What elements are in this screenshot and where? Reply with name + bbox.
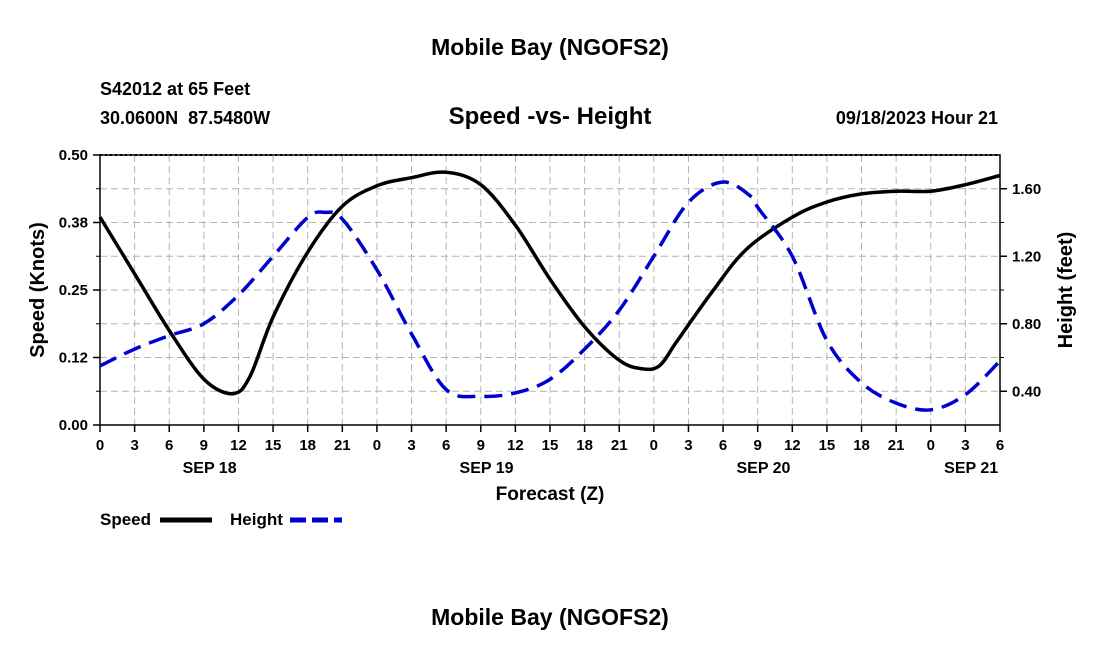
x-tick-label: 12 <box>784 437 801 454</box>
x-tick-label: 18 <box>299 437 316 454</box>
chart-subtitle: Speed -vs- Height <box>449 103 652 130</box>
x-tick-label: 6 <box>442 437 450 454</box>
x-tick-label: 3 <box>130 437 138 454</box>
coordinates-label: 30.0600N 87.5480W <box>100 108 270 128</box>
top-title: Mobile Bay (NGOFS2) <box>431 34 669 60</box>
legend-speed-label: Speed <box>100 510 151 529</box>
x-tick-label: 6 <box>996 437 1004 454</box>
y-axis-label: Speed (Knots) <box>27 222 49 358</box>
legend: Speed Height <box>100 510 342 529</box>
x-tick-label: 15 <box>265 437 282 454</box>
y2-tick-label: 0.80 <box>1012 316 1041 333</box>
axis-ticks: 0 3 6 9 12 15 18 21 0 3 6 9 12 15 18 21 0 3 6 9 12 15 18 21 0 3 6 0… <box>59 147 1041 477</box>
x-tick-label: 12 <box>507 437 524 454</box>
legend-height-label: Height <box>230 510 283 529</box>
x-tick-label: 21 <box>334 437 351 454</box>
y2-axis-label: Height (feet) <box>1055 232 1077 349</box>
x-tick-label: 6 <box>719 437 727 454</box>
series-line-speed <box>98 170 1001 396</box>
date-label: SEP 19 <box>460 460 514 477</box>
x-tick-label: 15 <box>542 437 559 454</box>
y2-tick-label: 0.40 <box>1012 383 1041 400</box>
y-tick-label: 0.00 <box>59 417 88 434</box>
y-tick-label: 0.50 <box>59 147 88 164</box>
bottom-title: Mobile Bay (NGOFS2) <box>431 604 669 630</box>
x-tick-label: 0 <box>650 437 658 454</box>
x-tick-label: 3 <box>684 437 692 454</box>
x-tick-label: 21 <box>611 437 628 454</box>
x-tick-label: 21 <box>888 437 905 454</box>
x-tick-label: 3 <box>961 437 969 454</box>
date-label: SEP 20 <box>736 460 790 477</box>
x-tick-label: 9 <box>754 437 762 454</box>
x-tick-label: 0 <box>927 437 935 454</box>
date-label: SEP 21 <box>944 460 998 477</box>
x-tick-label: 0 <box>373 437 381 454</box>
x-tick-label: 18 <box>576 437 593 454</box>
y-tick-label: 0.25 <box>59 282 88 299</box>
timestamp-label: 09/18/2023 Hour 21 <box>836 108 998 128</box>
station-label: S42012 at 65 Feet <box>100 79 250 99</box>
series-line-height <box>99 180 1002 412</box>
x-tick-label: 6 <box>165 437 173 454</box>
y-tick-label: 0.12 <box>59 350 88 367</box>
y2-tick-label: 1.20 <box>1012 248 1041 265</box>
series-lines <box>98 170 1002 412</box>
x-tick-label: 3 <box>407 437 415 454</box>
x-tick-label: 12 <box>230 437 247 454</box>
x-tick-label: 18 <box>853 437 870 454</box>
x-tick-label: 15 <box>819 437 836 454</box>
x-tick-label: 9 <box>477 437 485 454</box>
y-tick-label: 0.38 <box>59 215 88 232</box>
y2-tick-label: 1.60 <box>1012 181 1041 198</box>
grid <box>100 155 1000 425</box>
x-axis-label: Forecast (Z) <box>496 484 605 505</box>
x-tick-label: 0 <box>96 437 104 454</box>
x-tick-label: 9 <box>200 437 208 454</box>
date-label: SEP 18 <box>183 460 237 477</box>
